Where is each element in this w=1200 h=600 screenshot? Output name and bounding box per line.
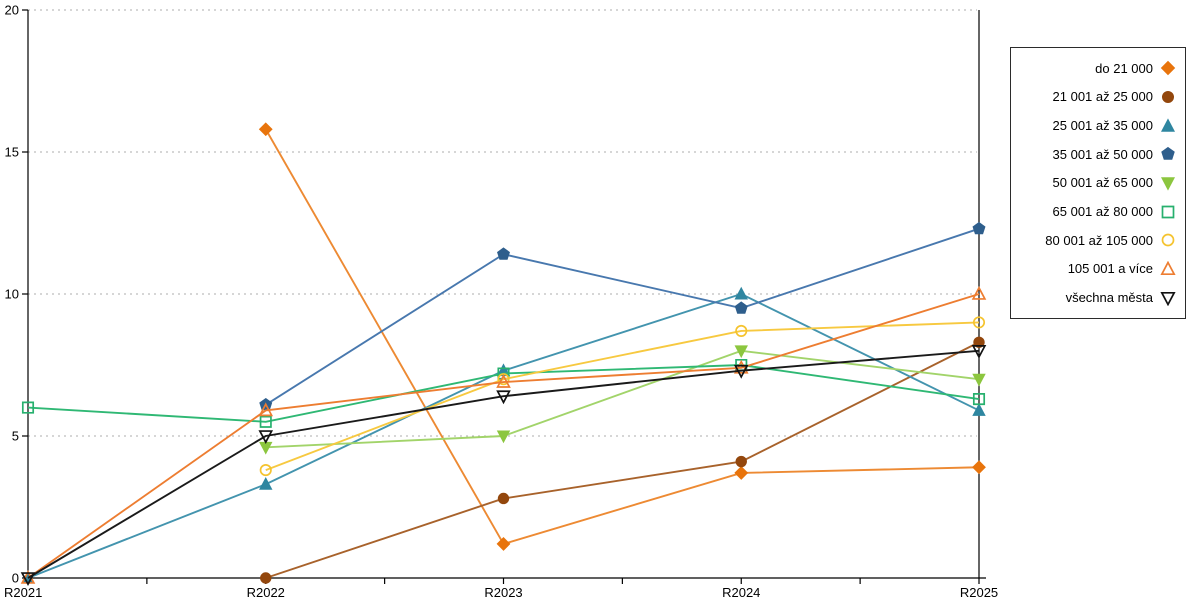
- legend-item: všechna města: [1011, 284, 1185, 312]
- data-point-marker: [258, 430, 274, 445]
- legend-item: 105 001 a více: [1011, 255, 1185, 283]
- legend-label: 80 001 až 105 000: [1045, 232, 1153, 248]
- data-point-marker: [973, 336, 985, 348]
- legend-label: 50 001 až 65 000: [1052, 175, 1153, 191]
- data-point-marker: [972, 403, 986, 416]
- legend-label: do 21 000: [1095, 60, 1153, 76]
- data-point-marker: [1160, 260, 1176, 275]
- square-marker-icon: [1161, 205, 1175, 218]
- legend-label: 21 001 až 25 000: [1052, 89, 1153, 105]
- data-point-marker: [1162, 90, 1174, 103]
- series-line: [265, 341, 980, 579]
- series-line: [265, 349, 980, 449]
- data-point-marker: [496, 537, 511, 551]
- data-point-marker: [259, 477, 273, 490]
- data-point-marker: [1160, 291, 1176, 306]
- y-tick-label: 20: [5, 3, 19, 18]
- y-tick-label: 10: [5, 287, 19, 302]
- triangle-down-marker-icon: [1161, 177, 1176, 191]
- y-tick-label: 0: [12, 571, 19, 586]
- legend-label: 105 001 a více: [1067, 261, 1153, 277]
- legend-item: 80 001 až 105 000: [1011, 226, 1185, 254]
- data-point-marker: [497, 373, 510, 386]
- data-point-marker: [21, 401, 35, 414]
- data-point-marker: [1161, 118, 1176, 132]
- legend-item: 50 001 až 65 000: [1011, 169, 1185, 197]
- triangle-down-marker-icon: [1160, 291, 1176, 306]
- data-point-marker: [496, 390, 511, 405]
- data-point-marker: [734, 286, 748, 300]
- legend-item: do 21 000: [1011, 54, 1185, 82]
- data-point-marker: [258, 122, 273, 137]
- y-tick-label: 15: [5, 145, 19, 160]
- series-35-001-až-50-000: [259, 221, 986, 411]
- data-point-marker: [496, 374, 511, 388]
- data-point-marker: [1161, 205, 1175, 218]
- legend-item: 65 001 až 80 000: [1011, 198, 1185, 226]
- legend-item: 21 001 až 25 000: [1011, 83, 1185, 111]
- data-point-marker: [735, 324, 748, 337]
- x-tick-label: R2021: [4, 585, 42, 600]
- series-80-001-až-105-000: [259, 316, 986, 477]
- data-point-marker: [497, 247, 510, 260]
- pentagon-marker-icon: [1161, 147, 1175, 161]
- data-point-marker: [735, 455, 747, 468]
- series-line: [265, 321, 980, 471]
- series-21-001-až-25-000: [260, 336, 985, 584]
- data-point-marker: [497, 492, 510, 505]
- x-tick-label: R2025: [960, 585, 998, 600]
- data-point-marker: [259, 464, 272, 477]
- circle-marker-icon: [1161, 233, 1175, 247]
- data-point-marker: [972, 221, 986, 235]
- data-point-marker: [972, 460, 986, 475]
- data-point-marker: [1160, 61, 1176, 76]
- data-point-marker: [971, 344, 987, 359]
- chart-legend: do 21 000 21 001 až 25 000 25 001 až 35 00…: [1010, 47, 1186, 319]
- circle-marker-icon: [1162, 90, 1174, 103]
- series-line: [265, 227, 980, 406]
- data-point-marker: [971, 285, 987, 300]
- data-point-marker: [733, 364, 749, 379]
- legend-label: 25 001 až 35 000: [1052, 118, 1153, 134]
- triangle-up-marker-icon: [1160, 260, 1176, 275]
- x-tick-label: R2024: [722, 585, 760, 600]
- series-všechna-města: [20, 344, 987, 587]
- legend-label: 35 001 až 50 000: [1052, 146, 1153, 162]
- data-point-marker: [734, 345, 748, 359]
- x-tick-label: R2023: [484, 585, 522, 600]
- data-point-marker: [496, 430, 511, 444]
- legend-item: 25 001 až 35 000: [1011, 112, 1185, 140]
- data-point-marker: [1161, 147, 1175, 161]
- data-point-marker: [972, 316, 986, 329]
- data-point-marker: [20, 572, 36, 587]
- triangle-up-marker-icon: [1161, 118, 1176, 132]
- data-point-marker: [734, 301, 748, 314]
- data-point-marker: [734, 466, 749, 480]
- diamond-marker-icon: [1160, 61, 1176, 76]
- data-point-marker: [733, 359, 749, 374]
- series-line: [27, 349, 980, 579]
- x-tick-label: R2022: [247, 585, 285, 600]
- legend-label: 65 001 až 80 000: [1052, 204, 1153, 220]
- data-point-marker: [972, 393, 986, 406]
- series-50-001-až-65-000: [259, 345, 986, 455]
- data-point-marker: [258, 402, 274, 417]
- legend-label: všechna města: [1065, 290, 1153, 306]
- data-point-marker: [972, 373, 986, 387]
- series-line: [27, 293, 980, 579]
- series-line: [264, 128, 980, 546]
- series-do-21-000: [258, 122, 986, 551]
- y-tick-label: 5: [12, 429, 19, 444]
- data-point-marker: [1161, 177, 1176, 191]
- data-point-marker: [260, 572, 272, 584]
- data-point-marker: [259, 415, 272, 428]
- data-point-marker: [1161, 233, 1175, 247]
- legend-item: 35 001 až 50 000: [1011, 140, 1185, 168]
